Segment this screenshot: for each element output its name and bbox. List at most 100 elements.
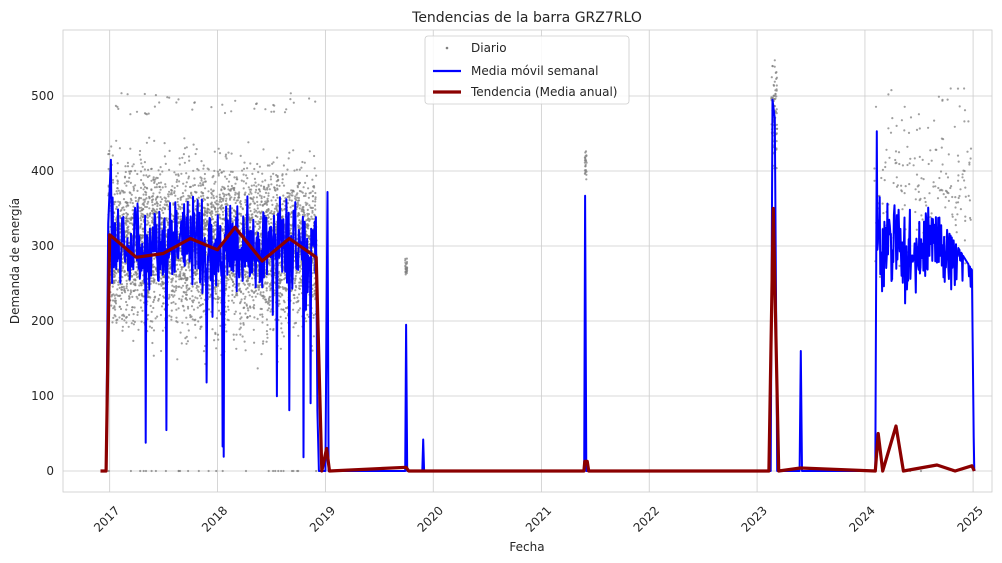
daily-point bbox=[963, 87, 966, 90]
daily-point bbox=[123, 319, 126, 322]
daily-point bbox=[134, 283, 137, 286]
daily-point bbox=[268, 188, 271, 191]
daily-point bbox=[162, 302, 165, 305]
daily-point bbox=[170, 301, 173, 305]
daily-point bbox=[267, 194, 270, 197]
daily-point bbox=[265, 214, 268, 217]
daily-point bbox=[968, 161, 971, 164]
daily-point bbox=[259, 220, 262, 223]
daily-point bbox=[138, 197, 141, 200]
daily-point bbox=[158, 185, 161, 188]
daily-point bbox=[187, 177, 190, 180]
daily-point bbox=[583, 172, 587, 175]
daily-point bbox=[262, 185, 265, 188]
daily-point bbox=[223, 187, 226, 190]
daily-point bbox=[188, 159, 191, 162]
daily-point bbox=[967, 194, 970, 197]
daily-point bbox=[115, 272, 118, 275]
daily-point bbox=[146, 175, 149, 179]
daily-point bbox=[260, 294, 263, 297]
daily-point bbox=[945, 172, 948, 175]
daily-point bbox=[173, 273, 176, 276]
daily-point bbox=[215, 317, 218, 320]
daily-point bbox=[923, 197, 926, 200]
daily-point bbox=[955, 201, 958, 204]
daily-point bbox=[128, 172, 131, 175]
daily-point bbox=[174, 289, 177, 292]
daily-point bbox=[253, 304, 256, 307]
daily-point bbox=[157, 169, 160, 172]
daily-point bbox=[213, 169, 216, 172]
daily-point bbox=[172, 220, 175, 223]
daily-point bbox=[151, 219, 154, 222]
daily-point bbox=[266, 336, 269, 339]
daily-point bbox=[197, 320, 200, 323]
daily-point bbox=[243, 161, 246, 164]
daily-point bbox=[116, 192, 119, 195]
daily-point bbox=[312, 316, 315, 319]
daily-point bbox=[282, 194, 285, 197]
daily-point bbox=[111, 154, 114, 157]
daily-point bbox=[246, 271, 249, 274]
daily-point bbox=[231, 293, 234, 296]
daily-point bbox=[181, 203, 184, 206]
daily-point bbox=[256, 292, 259, 295]
daily-point bbox=[152, 178, 155, 181]
daily-point bbox=[108, 149, 111, 152]
daily-point bbox=[272, 327, 275, 331]
daily-point bbox=[311, 200, 314, 203]
x-tick-label: 2020 bbox=[415, 503, 446, 534]
daily-point bbox=[250, 289, 253, 292]
daily-point bbox=[266, 164, 269, 167]
daily-point bbox=[235, 347, 238, 350]
daily-point bbox=[771, 65, 774, 68]
daily-point bbox=[260, 184, 263, 187]
daily-point bbox=[155, 282, 158, 285]
y-tick-label: 0 bbox=[46, 464, 54, 478]
daily-point bbox=[201, 303, 204, 306]
daily-point bbox=[268, 259, 271, 262]
daily-point bbox=[261, 180, 264, 183]
daily-point bbox=[239, 322, 242, 325]
daily-point bbox=[252, 299, 255, 302]
daily-point bbox=[170, 191, 173, 194]
daily-point bbox=[967, 120, 970, 123]
daily-point bbox=[298, 207, 301, 210]
daily-point bbox=[279, 315, 282, 318]
daily-point bbox=[151, 201, 154, 204]
daily-point bbox=[168, 190, 171, 193]
daily-point bbox=[234, 310, 237, 313]
daily-point bbox=[222, 207, 225, 210]
daily-point bbox=[124, 291, 127, 294]
daily-point bbox=[260, 197, 263, 200]
daily-point bbox=[182, 195, 185, 198]
daily-point bbox=[274, 228, 278, 232]
daily-point bbox=[175, 285, 178, 288]
daily-point bbox=[292, 326, 295, 329]
daily-point bbox=[313, 154, 316, 158]
daily-point bbox=[248, 217, 251, 220]
daily-point bbox=[243, 283, 246, 286]
daily-point bbox=[287, 157, 290, 160]
daily-point bbox=[129, 113, 132, 116]
daily-point bbox=[237, 284, 240, 287]
daily-point bbox=[281, 178, 284, 181]
daily-point bbox=[113, 314, 116, 317]
daily-point bbox=[222, 213, 225, 216]
daily-point bbox=[309, 206, 312, 209]
daily-point bbox=[180, 286, 183, 289]
daily-point bbox=[873, 179, 876, 182]
daily-point bbox=[112, 307, 115, 310]
daily-point bbox=[160, 216, 163, 220]
daily-point bbox=[584, 165, 587, 168]
daily-point bbox=[233, 198, 236, 201]
daily-point bbox=[156, 216, 159, 219]
daily-point bbox=[190, 315, 193, 318]
daily-point bbox=[115, 319, 118, 322]
daily-point bbox=[230, 277, 233, 280]
daily-point bbox=[230, 184, 233, 188]
daily-point bbox=[198, 202, 201, 205]
daily-point bbox=[145, 141, 148, 144]
daily-point bbox=[775, 132, 778, 135]
daily-point bbox=[213, 150, 216, 153]
